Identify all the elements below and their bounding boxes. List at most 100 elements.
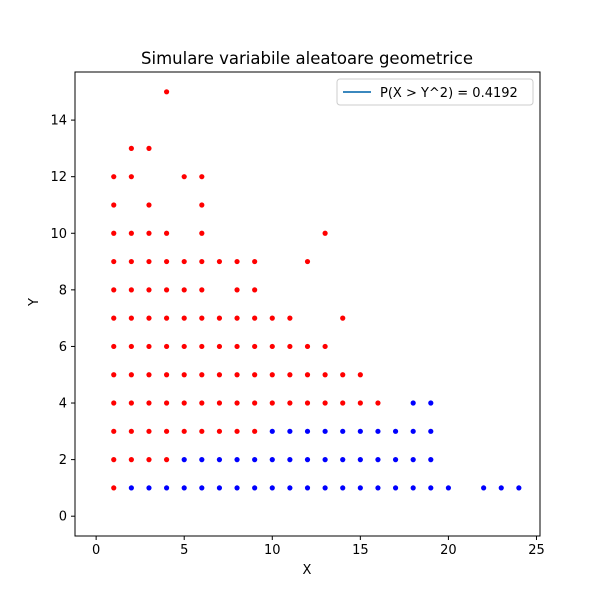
red-data-point (269, 372, 275, 378)
red-data-point (111, 174, 117, 180)
red-data-point (252, 315, 258, 321)
red-data-point (128, 343, 134, 350)
blue-data-point (357, 485, 363, 491)
red-data-point (146, 145, 152, 151)
red-data-point (199, 287, 205, 293)
red-data-point (111, 372, 117, 378)
blue-data-point (304, 457, 311, 463)
x-tick-label: 5 (180, 543, 188, 558)
red-data-point (287, 400, 293, 406)
red-data-point (163, 315, 170, 321)
blue-data-point (269, 457, 275, 463)
x-tick-label: 25 (528, 543, 545, 558)
blue-data-point (392, 485, 399, 491)
red-data-point (234, 287, 240, 293)
red-data-point (111, 202, 117, 208)
red-data-point (269, 400, 275, 406)
blue-data-point (340, 457, 346, 463)
blue-data-point (410, 457, 416, 463)
red-data-point (199, 428, 205, 434)
blue-data-point (199, 457, 205, 463)
red-data-point (181, 258, 187, 265)
red-data-point (199, 343, 205, 350)
red-data-point (128, 174, 134, 180)
red-data-point (287, 315, 293, 321)
red-data-point (128, 400, 134, 406)
blue-data-point (428, 400, 434, 406)
blue-data-point (252, 485, 258, 491)
blue-data-point (322, 457, 328, 463)
red-data-point (128, 230, 134, 236)
red-data-point (340, 400, 346, 406)
red-data-point (163, 287, 170, 293)
blue-data-point (269, 428, 275, 434)
y-tick-label: 0 (59, 510, 67, 525)
red-data-point (181, 343, 187, 350)
y-tick-label: 12 (50, 170, 67, 185)
red-data-point (234, 343, 240, 350)
red-data-point (216, 428, 223, 434)
blue-data-point (428, 457, 434, 463)
blue-data-point (322, 428, 328, 434)
blue-data-point (392, 457, 399, 463)
red-data-point (199, 174, 205, 180)
blue-data-point (516, 485, 522, 491)
blue-data-point (181, 457, 187, 463)
red-data-point (111, 258, 117, 265)
red-data-point (146, 315, 152, 321)
red-data-point (287, 343, 293, 350)
y-tick-label: 4 (59, 397, 67, 412)
blue-data-point (357, 457, 363, 463)
red-data-point (199, 202, 205, 208)
y-tick-label: 8 (59, 283, 67, 298)
y-axis-label: Y (27, 298, 42, 307)
blue-data-point (340, 428, 346, 434)
red-data-point (252, 428, 258, 434)
red-data-point (304, 343, 311, 350)
red-data-point (304, 400, 311, 406)
blue-data-point (128, 485, 134, 491)
red-data-point (146, 457, 152, 463)
y-tick-label: 6 (59, 340, 67, 355)
blue-data-point (216, 485, 223, 491)
red-data-point (163, 400, 170, 406)
red-data-point (181, 372, 187, 378)
blue-data-point (340, 485, 346, 491)
red-data-point (111, 428, 117, 434)
blue-data-point (357, 428, 363, 434)
red-data-point (146, 372, 152, 378)
red-data-point (234, 428, 240, 434)
red-data-point (340, 372, 346, 378)
red-data-point (234, 400, 240, 406)
red-data-point (234, 315, 240, 321)
plot-area-frame (74, 71, 541, 537)
red-data-point (252, 343, 258, 350)
red-data-point (304, 372, 311, 378)
x-axis-ticks: 0 5 10 15 20 25 (92, 536, 545, 558)
red-data-point (340, 315, 346, 321)
blue-data-point (181, 485, 187, 491)
red-data-point (199, 400, 205, 406)
red-data-point (357, 372, 363, 378)
x-tick-label: 20 (440, 543, 457, 558)
red-data-point (163, 343, 170, 350)
red-data-point (128, 287, 134, 293)
blue-data-point (375, 457, 381, 463)
blue-data-point (410, 485, 416, 491)
red-data-point (252, 372, 258, 378)
red-data-point (252, 400, 258, 406)
red-data-point (128, 457, 134, 463)
y-tick-label: 10 (50, 227, 67, 242)
blue-data-point (428, 428, 434, 434)
red-data-point (322, 372, 328, 378)
red-data-point (234, 372, 240, 378)
blue-data-point (287, 485, 293, 491)
red-data-point (199, 372, 205, 378)
red-data-point (216, 315, 223, 321)
scatter-points (111, 89, 522, 491)
red-data-point (375, 400, 381, 406)
red-data-point (216, 343, 223, 350)
red-data-point (163, 372, 170, 378)
